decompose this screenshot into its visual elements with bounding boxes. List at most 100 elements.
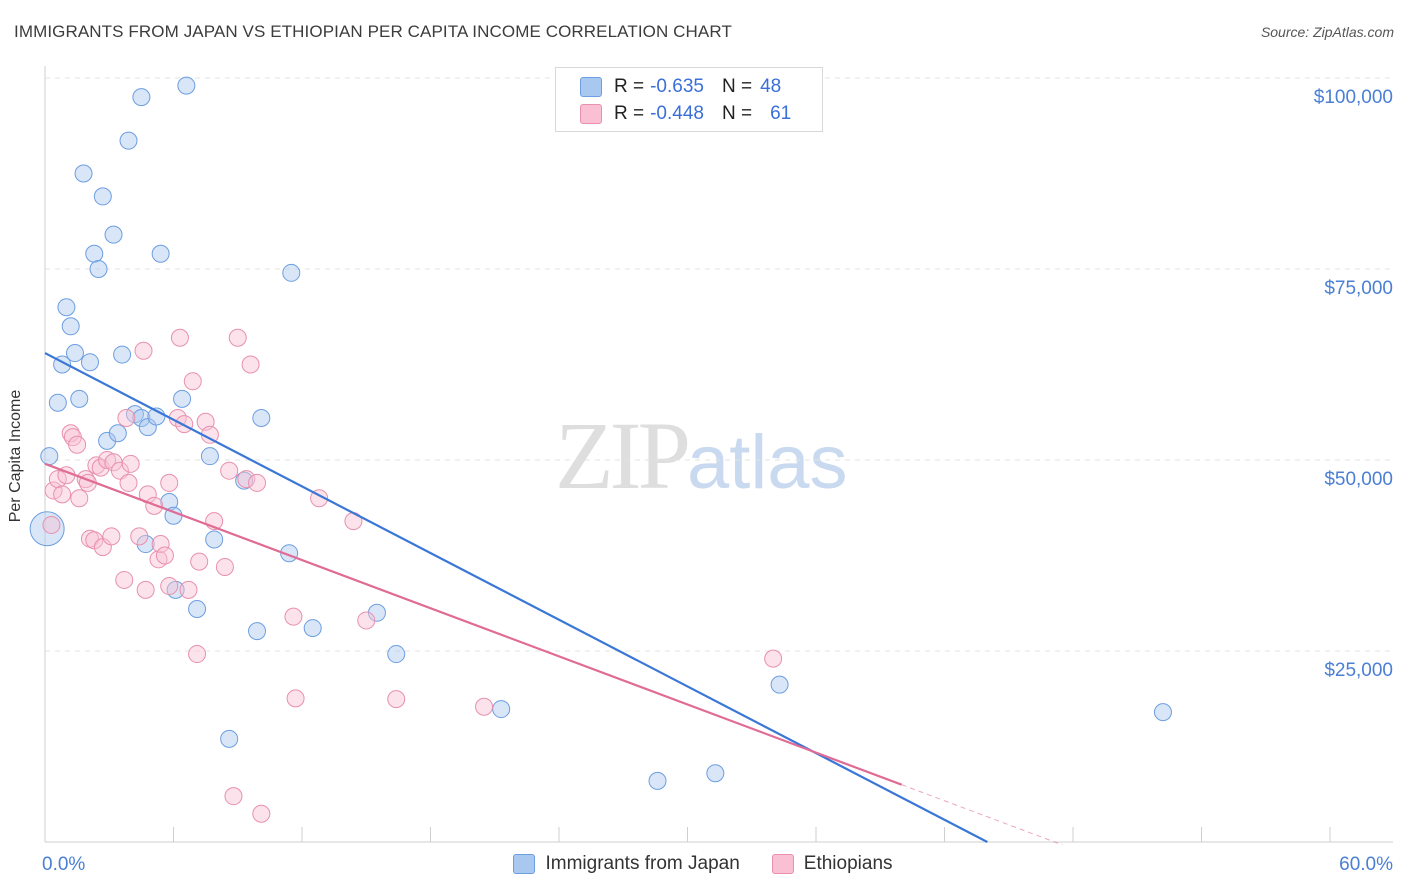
- ethiopians-point: [284, 607, 303, 626]
- japan-point: [80, 353, 99, 372]
- japan-point: [132, 88, 151, 107]
- legend-swatch-ethiopians: [580, 104, 602, 124]
- japan-trend-line: [44, 352, 988, 843]
- japan-point: [252, 408, 271, 427]
- ethiopians-point: [134, 341, 153, 360]
- legend-n-label: N =: [721, 76, 753, 97]
- japan-point: [119, 131, 138, 150]
- ethiopians-point: [224, 787, 243, 806]
- legend-r-value: -0.448: [650, 103, 704, 124]
- series-label-japan: Immigrants from Japan: [545, 853, 740, 874]
- correlation-legend: R = -0.635 N = 48 R = -0.448 N = 61: [555, 67, 823, 132]
- ethiopians-point: [151, 535, 170, 554]
- ethiopians-point: [237, 470, 256, 489]
- japan-point: [108, 424, 127, 443]
- x-tick-label: 60.0%: [1339, 854, 1393, 875]
- ethiopians-point: [42, 515, 61, 534]
- watermark-atlas: atlas: [687, 420, 848, 505]
- series-swatch-japan: [513, 854, 536, 874]
- legend-r-label: R =: [614, 76, 645, 97]
- japan-point: [40, 447, 59, 466]
- japan-point: [303, 619, 322, 638]
- legend-swatch-japan: [580, 77, 602, 97]
- ethiopians-point: [228, 328, 247, 347]
- y-tick-label: $50,000: [1324, 469, 1393, 490]
- ethiopians-point: [170, 328, 189, 347]
- japan-point: [1153, 703, 1172, 722]
- ethiopians-point: [215, 557, 234, 576]
- ethiopians-point: [188, 645, 207, 664]
- japan-point: [177, 76, 196, 95]
- series-swatch-ethiopians: [771, 854, 794, 874]
- japan-point: [282, 263, 301, 282]
- japan-point: [205, 530, 224, 549]
- series-label-ethiopians: Ethiopians: [803, 853, 893, 874]
- japan-point: [136, 535, 155, 554]
- japan-point: [61, 317, 80, 336]
- japan-point: [89, 260, 108, 278]
- ethiopians-point: [119, 473, 138, 492]
- y-axis-label: Per Capita Income: [7, 389, 24, 523]
- legend-r-value: -0.635: [650, 76, 704, 97]
- ethiopians-point: [68, 435, 87, 454]
- legend-r-label: R =: [614, 103, 645, 124]
- watermark-zip: ZIP: [555, 402, 691, 509]
- japan-point: [85, 244, 104, 263]
- ethiopians-point: [130, 527, 149, 546]
- japan-point: [648, 771, 667, 790]
- y-tick-label: $100,000: [1314, 87, 1393, 108]
- ethiopians-point: [160, 577, 179, 596]
- ethiopians-trend-extension: [901, 784, 1063, 846]
- japan-point: [104, 225, 123, 244]
- japan-point: [98, 431, 117, 450]
- ethiopians-point: [44, 481, 63, 500]
- legend-n-value: 61: [770, 103, 792, 124]
- source-label: Source: ZipAtlas.com: [1260, 24, 1394, 40]
- legend-row-japan: R = -0.635 N = 48: [580, 74, 781, 100]
- ethiopians-point: [183, 372, 202, 391]
- legend-row-ethiopians: R = -0.448 N = 61: [580, 101, 791, 127]
- legend-n-label: N =: [721, 103, 753, 124]
- japan-point: [57, 298, 76, 317]
- x-tick-label: 0.0%: [42, 854, 85, 875]
- ethiopians-point: [136, 580, 155, 599]
- japan-point: [220, 729, 239, 748]
- japan-point: [48, 393, 67, 412]
- ethiopians-point: [155, 546, 174, 565]
- japan-point: [113, 345, 132, 364]
- ethiopians-point: [102, 527, 121, 546]
- ethiopians-point: [160, 473, 179, 492]
- ethiopians-point: [117, 408, 136, 427]
- japan-point: [29, 511, 65, 547]
- ethiopians-point: [475, 697, 494, 716]
- y-tick-label: $25,000: [1324, 660, 1393, 681]
- japan-point: [188, 599, 207, 618]
- japan-point: [387, 645, 406, 664]
- ethiopians-point: [190, 552, 209, 571]
- ethiopians-point: [248, 473, 267, 492]
- series-legend: Immigrants from Japan Ethiopians: [0, 851, 1406, 877]
- ethiopians-point: [357, 611, 376, 630]
- japan-point: [132, 408, 151, 427]
- series-legend-japan[interactable]: Immigrants from Japan: [513, 851, 740, 877]
- ethiopians-point: [70, 489, 89, 508]
- japan-point: [173, 389, 192, 408]
- legend-n-value: 48: [760, 76, 782, 97]
- japan-point: [151, 244, 170, 263]
- japan-point: [93, 187, 112, 206]
- ethiopians-point: [387, 690, 406, 709]
- ethiopians-trend-line: [44, 462, 903, 786]
- series-legend-ethiopians[interactable]: Ethiopians: [771, 851, 893, 877]
- ethiopians-point: [286, 689, 305, 708]
- japan-point: [492, 700, 511, 719]
- watermark: ZIPatlas: [555, 400, 848, 511]
- ethiopians-point: [53, 485, 72, 504]
- ethiopians-point: [252, 804, 271, 823]
- japan-point: [74, 164, 93, 183]
- ethiopians-point: [121, 454, 140, 473]
- ethiopians-point: [115, 570, 134, 589]
- ethiopians-point: [179, 580, 198, 599]
- japan-point: [65, 344, 84, 363]
- ethiopians-point: [764, 649, 783, 668]
